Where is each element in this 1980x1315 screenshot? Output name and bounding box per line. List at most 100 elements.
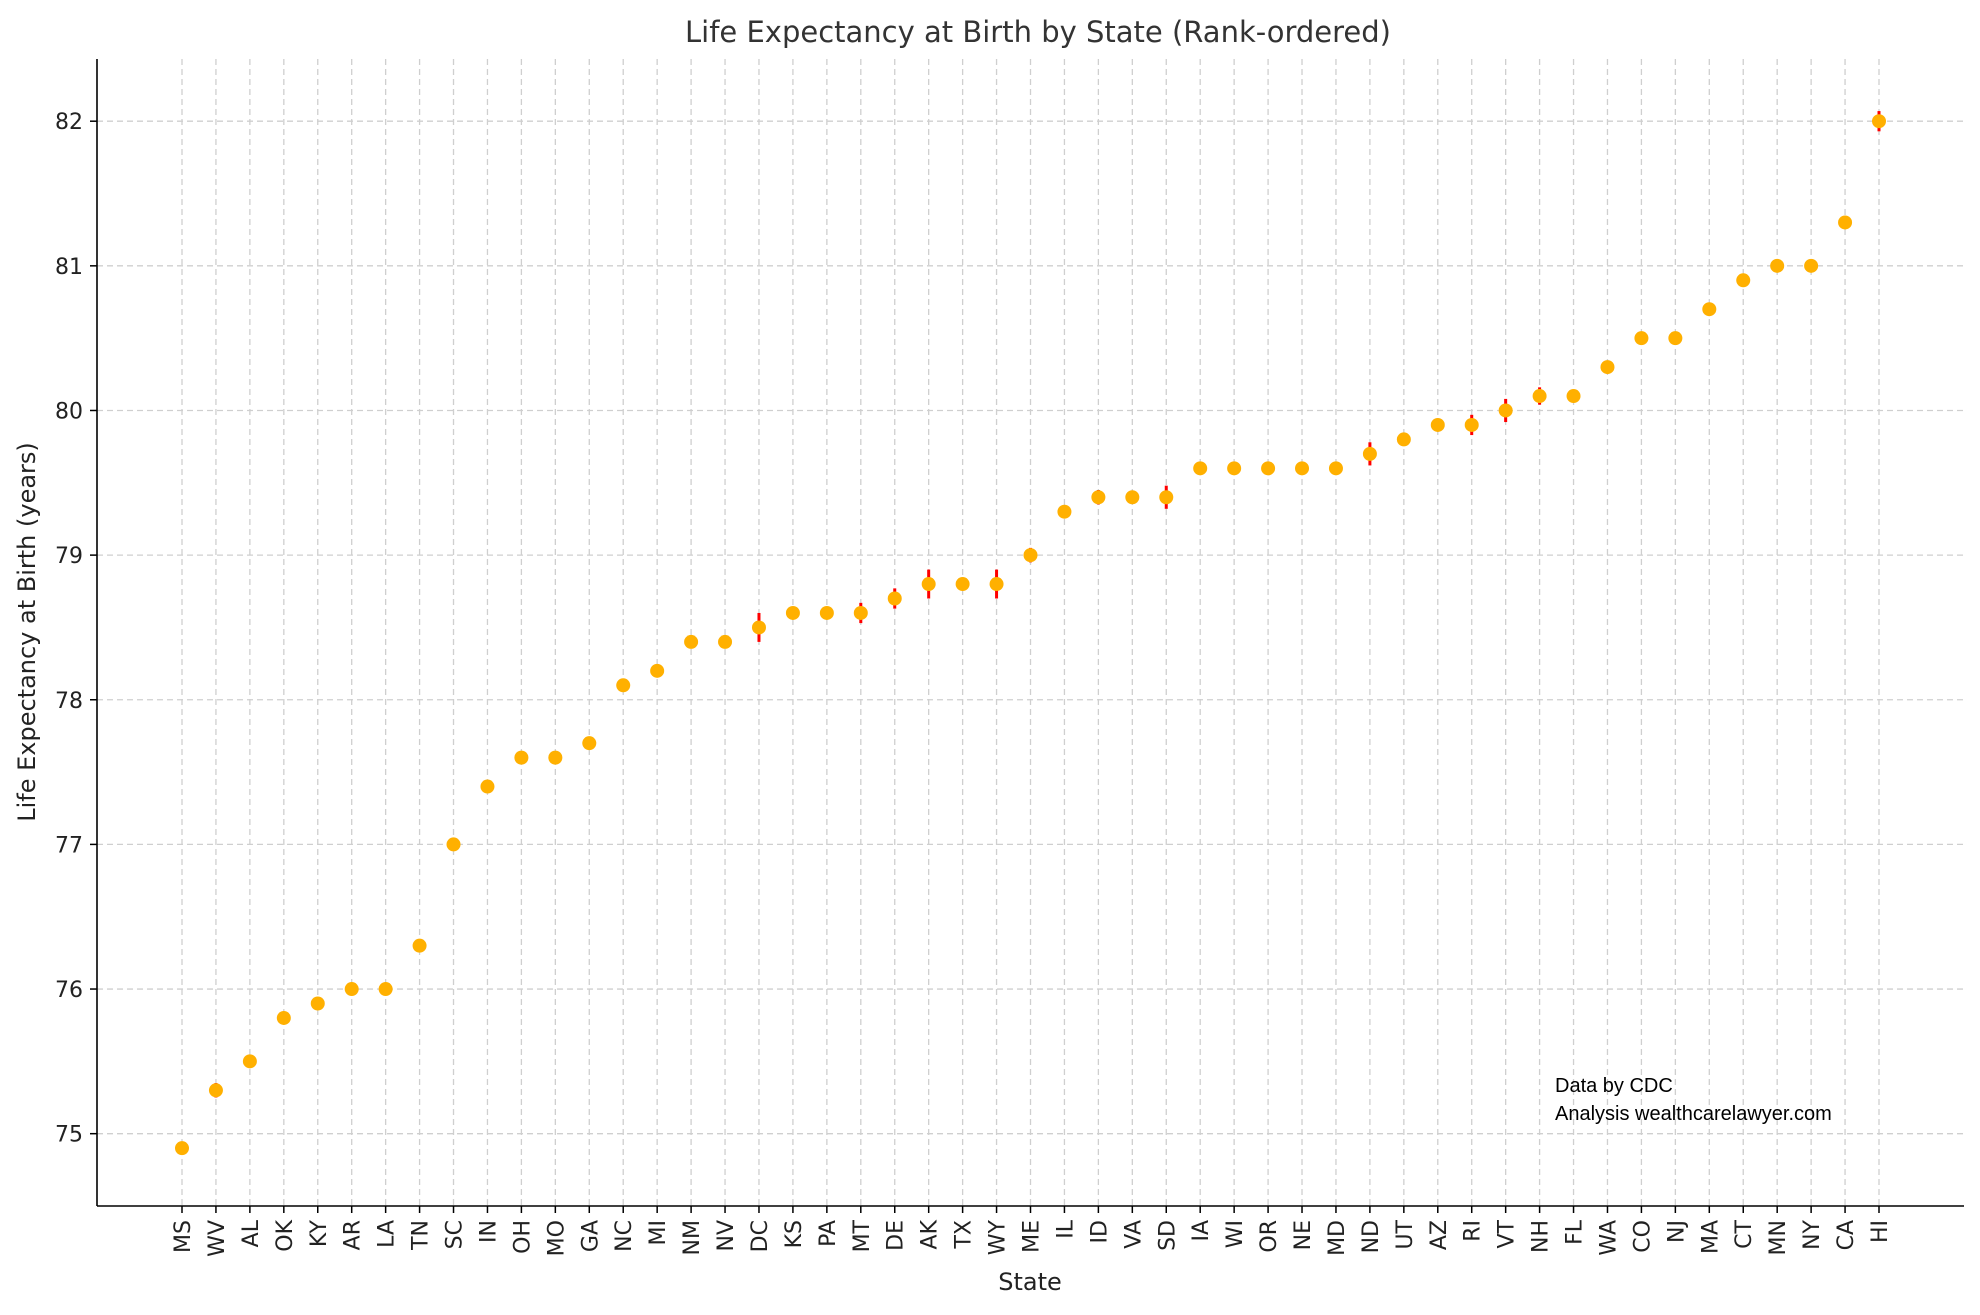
data-point <box>853 605 868 620</box>
x-tick-label: AL <box>239 1219 264 1247</box>
y-tick-label: 75 <box>55 1123 83 1148</box>
data-point <box>1634 331 1649 346</box>
data-point <box>310 996 325 1011</box>
data-point <box>1023 548 1038 563</box>
x-tick-label: IN <box>476 1220 501 1243</box>
data-points <box>175 111 1886 1156</box>
x-tick-label: VT <box>1495 1219 1520 1248</box>
data-point <box>276 1010 291 1025</box>
data-point <box>175 1141 189 1156</box>
x-tick-label: ND <box>1359 1220 1384 1253</box>
x-tick-label: AR <box>341 1220 366 1250</box>
data-point <box>1227 461 1242 476</box>
x-tick-label: RI <box>1461 1220 1486 1242</box>
data-point <box>1328 461 1343 476</box>
data-point <box>1566 389 1581 404</box>
x-tick-label: MO <box>544 1220 569 1256</box>
data-point <box>1736 273 1751 288</box>
data-point <box>955 577 970 592</box>
data-point <box>1295 461 1310 476</box>
x-tick-label: VA <box>1121 1220 1146 1249</box>
data-point <box>1159 490 1174 505</box>
x-tick-label: NJ <box>1664 1220 1689 1243</box>
data-point <box>684 634 699 649</box>
x-tick-label: FL <box>1563 1219 1588 1245</box>
data-point <box>1430 417 1445 432</box>
data-point <box>1091 490 1106 505</box>
y-axis-ticks: 75 76 77 78 79 80 81 82 <box>55 110 97 1148</box>
data-point <box>616 678 631 693</box>
x-tick-label: CT <box>1732 1219 1757 1248</box>
data-point <box>1702 302 1717 317</box>
x-tick-label: MA <box>1698 1220 1723 1254</box>
x-tick-label: ID <box>1087 1220 1112 1243</box>
data-point <box>1396 432 1411 447</box>
x-tick-label: MI <box>646 1220 671 1245</box>
data-point <box>887 591 902 606</box>
x-tick-label: AK <box>918 1219 943 1249</box>
y-tick-label: 76 <box>55 978 83 1003</box>
y-tick-label: 79 <box>55 544 83 569</box>
x-axis-ticks: MS WV AL OK KY AR LA TN SC IN OH MO GA NC MI NM NV DC KS PA… <box>171 1206 1893 1257</box>
data-point <box>582 736 597 751</box>
x-tick-label: IL <box>1053 1219 1078 1238</box>
chart-title: Life Expectancy at Birth by State (Rank-… <box>685 15 1391 49</box>
x-tick-label: CA <box>1834 1220 1859 1250</box>
data-point <box>1770 258 1785 273</box>
data-point <box>1057 504 1072 519</box>
x-tick-label: NE <box>1291 1220 1316 1250</box>
x-tick-label: WA <box>1596 1220 1621 1256</box>
x-tick-label: OH <box>510 1220 535 1254</box>
data-point <box>208 1083 223 1098</box>
x-tick-label: WI <box>1223 1220 1248 1248</box>
x-tick-label: NC <box>612 1220 637 1252</box>
data-point <box>378 982 393 997</box>
data-point <box>650 663 665 678</box>
data-point <box>344 982 359 997</box>
grid <box>97 59 1964 1206</box>
data-point <box>548 750 563 765</box>
data-point <box>751 620 766 635</box>
x-tick-label: WY <box>986 1219 1011 1255</box>
x-tick-label: WV <box>205 1220 230 1257</box>
data-point <box>242 1054 257 1069</box>
x-tick-label: CO <box>1630 1220 1655 1253</box>
data-point <box>514 750 529 765</box>
data-point <box>921 577 936 592</box>
x-tick-label: MT <box>850 1219 875 1252</box>
x-tick-label: LA <box>375 1220 400 1248</box>
data-point <box>1498 403 1513 418</box>
x-tick-label: GA <box>578 1220 603 1252</box>
x-tick-label: OK <box>273 1219 298 1251</box>
data-point <box>480 779 495 794</box>
data-point <box>1600 360 1615 375</box>
data-point <box>1804 258 1819 273</box>
data-point <box>1362 446 1377 461</box>
x-tick-label: DC <box>748 1220 773 1252</box>
x-tick-label: KY <box>307 1219 332 1247</box>
data-point <box>1838 215 1853 230</box>
x-tick-label: DE <box>884 1220 909 1251</box>
x-tick-label: KS <box>782 1220 807 1248</box>
data-point <box>1261 461 1276 476</box>
x-tick-label: SC <box>443 1220 468 1249</box>
data-point <box>1532 389 1547 404</box>
x-tick-label: ME <box>1020 1220 1045 1253</box>
x-tick-label: PA <box>816 1220 841 1247</box>
data-point <box>1193 461 1208 476</box>
x-axis-label: State <box>998 1268 1062 1296</box>
x-tick-label: NH <box>1529 1220 1554 1253</box>
x-tick-label: MN <box>1766 1220 1791 1255</box>
x-tick-label: TX <box>952 1220 977 1250</box>
x-tick-label: MS <box>171 1220 196 1253</box>
x-tick-label: IA <box>1189 1220 1214 1242</box>
x-tick-label: SD <box>1155 1220 1180 1251</box>
x-tick-label: OR <box>1257 1220 1282 1253</box>
y-tick-label: 80 <box>55 399 83 424</box>
x-tick-label: HI <box>1868 1220 1893 1243</box>
data-point <box>989 577 1004 592</box>
data-point <box>1125 490 1140 505</box>
data-point <box>1872 114 1886 129</box>
data-point <box>446 837 461 852</box>
